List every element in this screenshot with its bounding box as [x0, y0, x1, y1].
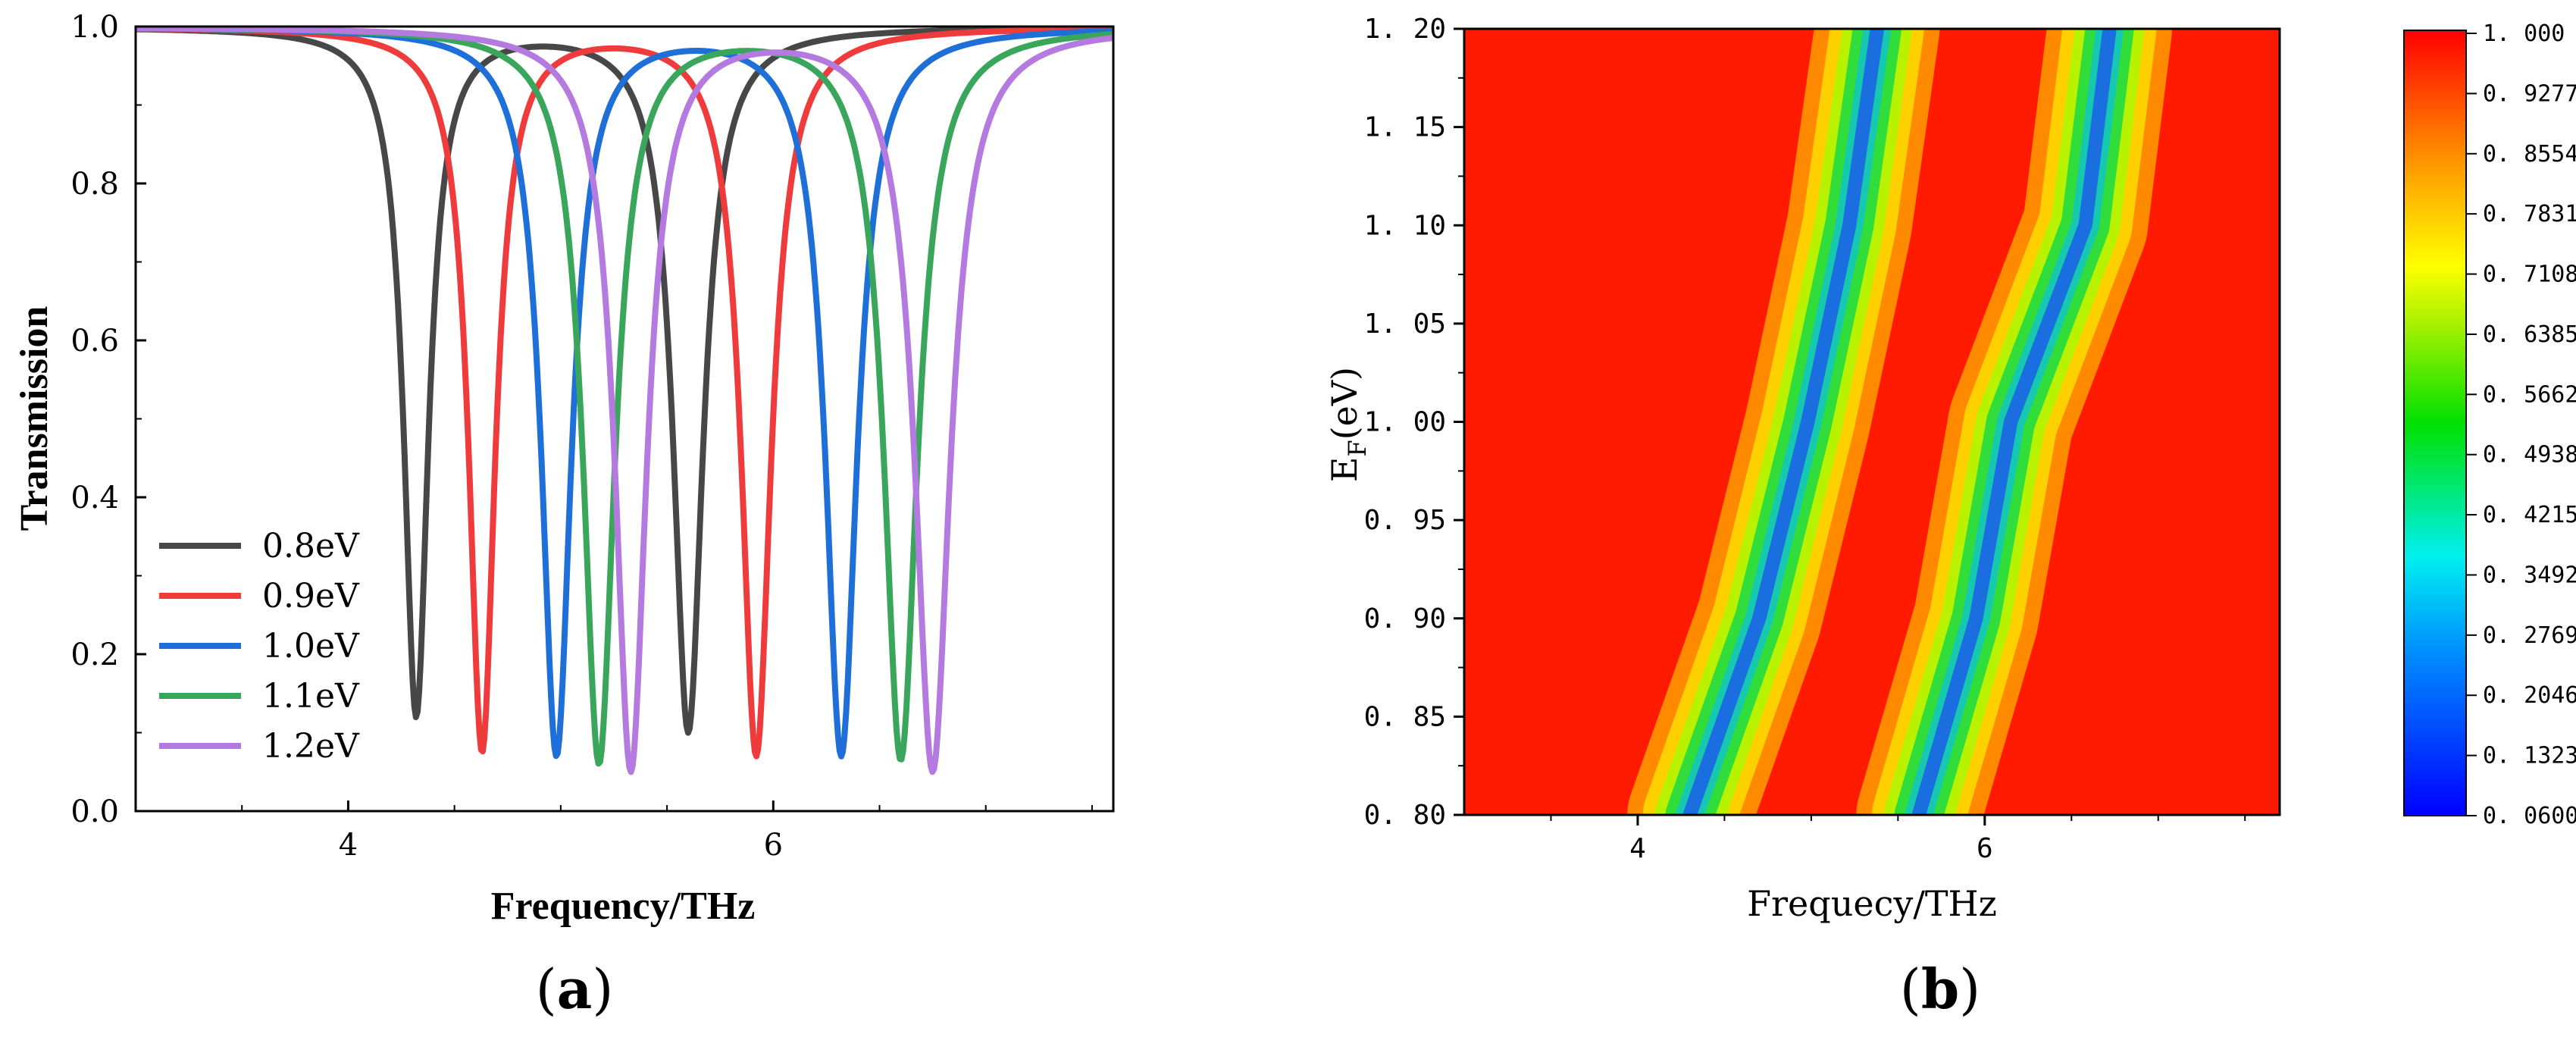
- colorbar-tick-label: 0. 9277: [2483, 80, 2576, 107]
- colorbar-tick-label: 0. 2769: [2483, 622, 2576, 649]
- colorbar: [2403, 30, 2467, 816]
- colorbar-tick-label: 0. 7108: [2483, 262, 2576, 288]
- panel-b-letter: b: [1921, 957, 1959, 1021]
- y-tick-label: 0.8: [70, 167, 119, 202]
- panel-b-ticks: 4 6 0. 80 0. 85 0. 90 0. 95 1. 00 1. 05 1. 10 1. …: [1364, 14, 2246, 864]
- y-tick-label: 1. 00: [1364, 407, 1446, 438]
- heatmap-band-2-layer-6: [1911, 29, 2117, 815]
- y-tick-label: 1. 10: [1364, 210, 1446, 241]
- heatmap-bands: [1627, 29, 2172, 815]
- colorbar-tick-label: 0. 06000: [2483, 803, 2576, 829]
- x-tick-label: 6: [1977, 833, 1993, 864]
- legend-entry-0.8eV: 0.8eV: [262, 527, 360, 565]
- panel-a-series: [136, 27, 1113, 775]
- y-tick-label: 0.6: [70, 324, 119, 359]
- colorbar-tick-label: 0. 8554: [2483, 141, 2576, 168]
- colorbar-tick-label: 0. 4938: [2483, 442, 2576, 468]
- panel-a-legend: 0.8eV 0.9eV 1.0eV 1.1eV 1.2eV: [159, 527, 360, 766]
- panel-b-xlabel: Frequecy/THz: [1747, 883, 1997, 924]
- colorbar-tick-label: 0. 6385: [2483, 321, 2576, 348]
- colorbar-tick-label: 0. 5662: [2483, 381, 2576, 408]
- y-tick-label: 0. 95: [1364, 505, 1446, 536]
- panel-a: 4 6 0.0 0.2 0.4 0.6 0.8 1.0 Frequency/THz Trans…: [13, 10, 1115, 1021]
- legend-entry-0.9eV: 0.9eV: [262, 577, 360, 616]
- y-tick-label: 0. 80: [1364, 800, 1446, 831]
- panel-b-label: (b): [1900, 957, 1981, 1021]
- panel-a-xlabel: Frequency/THz: [491, 885, 756, 928]
- y-tick-label: 0.4: [70, 481, 119, 515]
- colorbar-tick-label: 0. 2046: [2483, 682, 2576, 709]
- x-tick-label: 6: [764, 828, 783, 863]
- legend-entry-1.0eV: 1.0eV: [262, 627, 360, 666]
- y-tick-label: 1. 20: [1364, 14, 1446, 45]
- legend-entry-1.2eV: 1.2eV: [262, 727, 360, 766]
- panel-b-ylabel-sub: F: [1343, 440, 1372, 456]
- panel-a-ylabel: Transmission: [13, 306, 56, 531]
- colorbar-tick-label: 0. 1323: [2483, 743, 2576, 769]
- panel-b-ylabel-tail: (eV): [1324, 367, 1365, 440]
- y-tick-label: 1. 15: [1364, 112, 1446, 143]
- x-tick-label: 4: [339, 828, 358, 863]
- y-tick-label: 0.0: [70, 794, 119, 829]
- series-line-1.2eV: [136, 27, 1113, 775]
- y-tick-label: 0.2: [70, 638, 119, 672]
- y-tick-label: 0. 85: [1364, 701, 1446, 732]
- colorbar-tick-label: 1. 000: [2483, 20, 2565, 47]
- heatmap-band-1-layer-6: [1682, 29, 1885, 815]
- panel-a-ticks: 4 6 0.0 0.2 0.4 0.6 0.8 1.0: [70, 10, 1093, 863]
- panel-a-label: (a): [536, 957, 614, 1021]
- panel-b: 4 6 0. 80 0. 85 0. 90 0. 95 1. 00 1. 05 1. 10 1. …: [1324, 14, 2576, 1021]
- colorbar-tick-label: 0. 3492: [2483, 562, 2576, 588]
- legend-entry-1.1eV: 1.1eV: [262, 677, 360, 716]
- y-tick-label: 0. 90: [1364, 603, 1446, 634]
- panel-b-heatmap: [1464, 29, 2280, 815]
- x-tick-label: 4: [1629, 833, 1646, 864]
- panel-a-letter: a: [557, 957, 593, 1021]
- colorbar-ticks: 1. 000 0. 9277 0. 8554 0. 7831 0. 7108 0. 638…: [2466, 20, 2576, 829]
- y-tick-label: 1. 05: [1364, 309, 1446, 340]
- y-tick-label: 1.0: [70, 10, 119, 45]
- panel-b-ylabel: EF(eV): [1324, 367, 1372, 482]
- colorbar-tick-label: 0. 4215: [2483, 502, 2576, 528]
- panel-b-ylabel-main: E: [1324, 456, 1365, 482]
- colorbar-tick-label: 0. 7831: [2483, 201, 2576, 227]
